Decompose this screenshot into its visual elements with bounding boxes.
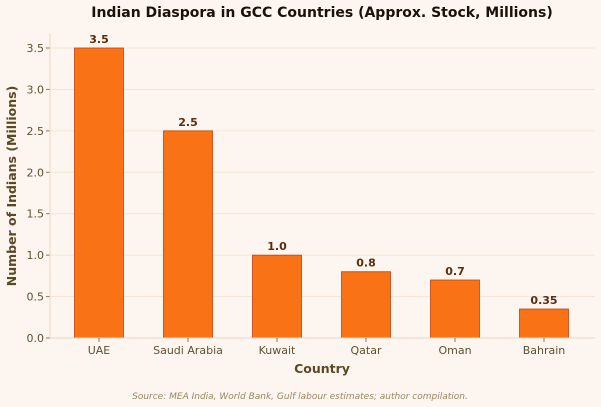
x-tick-label: Saudi Arabia	[153, 344, 223, 357]
chart-title: Indian Diaspora in GCC Countries (Approx…	[91, 5, 553, 21]
y-tick-label: 2.5	[27, 125, 45, 138]
x-tick-label: Bahrain	[523, 344, 566, 357]
value-label: 0.8	[356, 257, 376, 270]
bar-uae	[74, 47, 124, 339]
y-tick-label: 1.0	[27, 249, 45, 262]
x-tick-label: Oman	[438, 344, 471, 357]
x-tick-label: UAE	[88, 344, 111, 357]
value-label: 1.0	[267, 240, 287, 253]
bar-kuwait	[252, 254, 302, 339]
y-axis-label: Number of Indians (Millions)	[4, 86, 19, 287]
y-tick-label: 0.0	[27, 332, 45, 345]
y-tick-label: 3.5	[27, 42, 45, 55]
y-tick-label: 3.0	[27, 83, 45, 96]
y-tick-label: 1.5	[27, 208, 45, 221]
x-axis-label: Country	[294, 361, 350, 376]
bar-saudi-arabia	[163, 130, 213, 339]
value-label: 0.35	[530, 294, 557, 307]
source-note: Source: MEA India, World Bank, Gulf labo…	[132, 392, 468, 402]
bars: 3.5 2.5 1.0 0.8 0.7 0.35	[74, 33, 569, 339]
y-tick-label: 2.0	[27, 166, 45, 179]
gridlines	[50, 47, 595, 298]
value-label: 3.5	[89, 33, 109, 46]
axes: 0.0 0.5 1.0 1.5 2.0 2.5 3.0 3.5 UAE Saudi Arabia K…	[27, 33, 595, 357]
bar-bahrain	[519, 308, 569, 339]
x-tick-label: Qatar	[351, 344, 382, 357]
y-tick-label: 0.5	[27, 291, 45, 304]
value-label: 2.5	[178, 116, 198, 129]
bar-qatar	[341, 271, 391, 339]
bar-oman	[430, 279, 480, 339]
value-label: 0.7	[445, 265, 465, 278]
x-tick-label: Kuwait	[259, 344, 296, 357]
